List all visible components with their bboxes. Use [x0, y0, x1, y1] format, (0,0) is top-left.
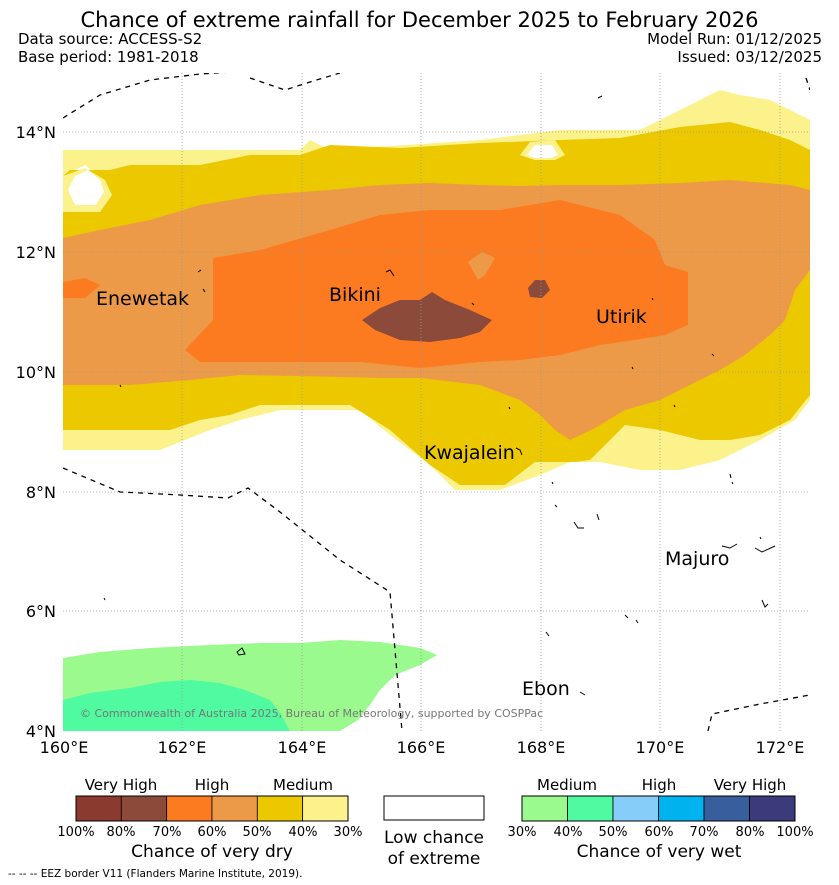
longitude-labels: 160°E 162°E 164°E 166°E 168°E 170°E 172°… [40, 738, 805, 757]
wet-tick: 50% [599, 825, 628, 840]
base-period: Base period: 1981-2018 [18, 48, 199, 66]
wet-tick: 60% [645, 825, 674, 840]
wet-group-label: High [642, 776, 676, 794]
place-utirik: Utirik [596, 306, 647, 328]
eez-footnote: -- -- -- EEZ border V11 (Flanders Marine… [8, 868, 302, 880]
chart-title: Chance of extreme rainfall for December … [80, 8, 759, 32]
wet-tick: 80% [736, 825, 765, 840]
dry-tick: 30% [334, 825, 363, 840]
lon-label: 164°E [278, 738, 327, 757]
wet-tick: 70% [690, 825, 719, 840]
lat-label: 10°N [16, 363, 56, 382]
dry-tick: 40% [289, 825, 318, 840]
data-source: Data source: ACCESS-S2 [18, 30, 203, 48]
wet-40-50-region [63, 680, 290, 731]
wet-legend-title: Chance of very wet [577, 842, 742, 862]
lon-label: 160°E [40, 738, 89, 757]
map-area: Enewetak Bikini Utirik Kwajalein Majuro … [63, 73, 810, 731]
lat-label: 4°N [26, 722, 56, 741]
low-chance-swatch [383, 795, 485, 821]
wet-legend: Medium High Very High 30% 40% 50% 60% 70… [508, 776, 814, 862]
dry-tick: 80% [107, 825, 136, 840]
place-bikini: Bikini [329, 284, 381, 306]
dry-swatch [166, 795, 213, 822]
wet-swatch [749, 795, 796, 822]
lon-label: 172°E [756, 738, 805, 757]
islands [103, 95, 776, 696]
dry-tick: 100% [57, 825, 94, 840]
wet-tick: 30% [508, 825, 537, 840]
place-majuro: Majuro [665, 548, 729, 570]
dry-group-label: High [195, 776, 229, 794]
wet-swatch [612, 795, 659, 822]
copyright-text: © Commonwealth of Australia 2025, Bureau… [80, 707, 543, 720]
dry-tick: 60% [198, 825, 227, 840]
issued-date: Issued: 03/12/2025 [677, 48, 822, 66]
dry-group-label: Medium [273, 776, 333, 794]
wet-tick: 40% [554, 825, 583, 840]
wet-swatch [567, 795, 614, 822]
lat-label: 8°N [26, 483, 56, 502]
lon-label: 162°E [158, 738, 207, 757]
dry-swatch [211, 795, 258, 822]
eez-border [63, 73, 810, 731]
lat-label: 14°N [16, 123, 56, 142]
wet-swatch [703, 795, 750, 822]
lon-label: 170°E [636, 738, 685, 757]
dry-legend: Very High High Medium 100% 80% 70% 60% 5… [57, 776, 362, 862]
low-chance-line1: Low chance [384, 828, 484, 848]
latitude-labels: 14°N 12°N 10°N 8°N 6°N 4°N [16, 123, 56, 741]
lat-label: 6°N [26, 602, 56, 621]
lon-label: 166°E [397, 738, 446, 757]
wet-tick: 100% [776, 825, 813, 840]
dry-80-region [362, 292, 492, 342]
wet-swatch [521, 795, 568, 822]
low-chance-line2: of extreme [388, 849, 481, 869]
model-run: Model Run: 01/12/2025 [647, 30, 822, 48]
lat-label: 12°N [16, 243, 56, 262]
dry-swatch [120, 795, 168, 822]
wet-swatch [658, 795, 705, 822]
dry-60-70-region [185, 200, 688, 368]
dry-tick: 70% [153, 825, 182, 840]
place-kwajalein: Kwajalein [424, 442, 515, 464]
dry-group-label: Very High [85, 776, 158, 794]
lon-label: 168°E [517, 738, 566, 757]
wet-group-label: Medium [537, 776, 597, 794]
dry-swatch [302, 795, 349, 822]
place-enewetak: Enewetak [96, 288, 189, 310]
dry-swatch [75, 795, 122, 822]
wet-group-label: Very High [714, 776, 787, 794]
dry-swatch [256, 795, 304, 822]
place-ebon: Ebon [522, 678, 570, 700]
dry-legend-title: Chance of very dry [131, 842, 293, 862]
dry-tick: 50% [243, 825, 272, 840]
low-chance-legend: Low chance of extreme [383, 795, 485, 869]
